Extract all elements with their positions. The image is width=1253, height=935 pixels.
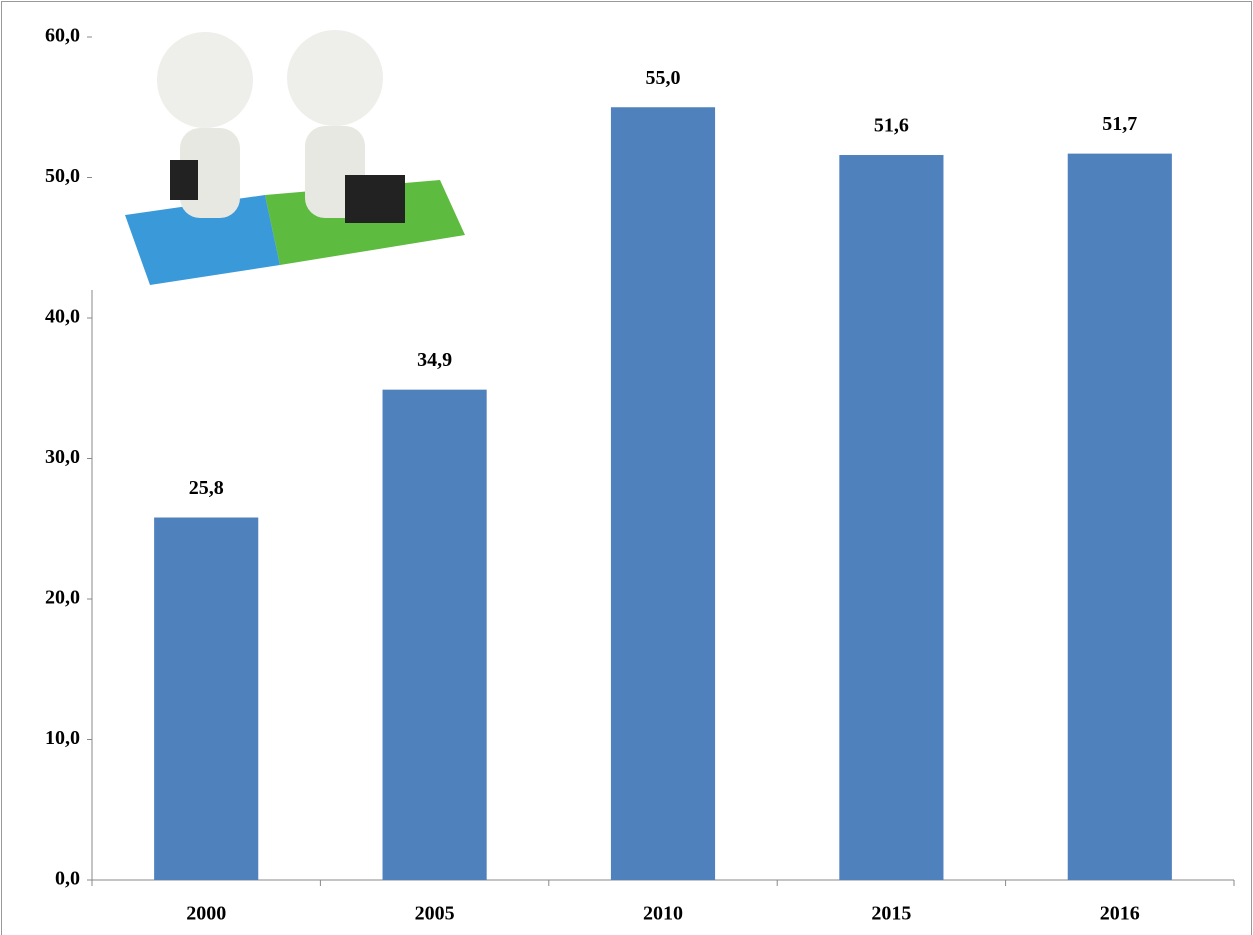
value-label: 55,0 [646,67,681,89]
x-tick-label: 2015 [871,903,911,925]
y-tick-label: 50,0 [45,165,80,187]
y-tick-label: 60,0 [45,25,80,47]
y-tick-label: 10,0 [45,727,80,749]
figure-head [287,30,383,126]
value-label: 25,8 [189,477,224,499]
value-label: 51,6 [874,115,909,137]
y-tick-label: 30,0 [45,446,80,468]
y-tick-label: 40,0 [45,306,80,328]
bar [154,518,258,880]
x-tick-label: 2000 [186,903,226,925]
y-tick-label: 20,0 [45,587,80,609]
bar [383,390,487,880]
value-label: 51,7 [1102,113,1137,135]
x-tick-label: 2010 [643,903,683,925]
illustration [100,18,480,290]
x-tick-label: 2016 [1100,903,1140,925]
bar [839,155,943,880]
figure-head [157,32,253,128]
briefcase [170,160,198,200]
chart: 0,0 10,0 20,0 30,0 40,0 50,0 60,0 2000 25,8 2005 3… [0,0,1253,935]
y-tick-label: 0,0 [55,868,80,890]
bar [611,107,715,880]
page: 0,0 10,0 20,0 30,0 40,0 50,0 60,0 2000 25,8 2005 3… [0,0,1253,935]
x-tick-label: 2005 [415,903,455,925]
briefcase [345,175,405,223]
value-label: 34,9 [417,349,452,371]
bar [1068,154,1172,880]
